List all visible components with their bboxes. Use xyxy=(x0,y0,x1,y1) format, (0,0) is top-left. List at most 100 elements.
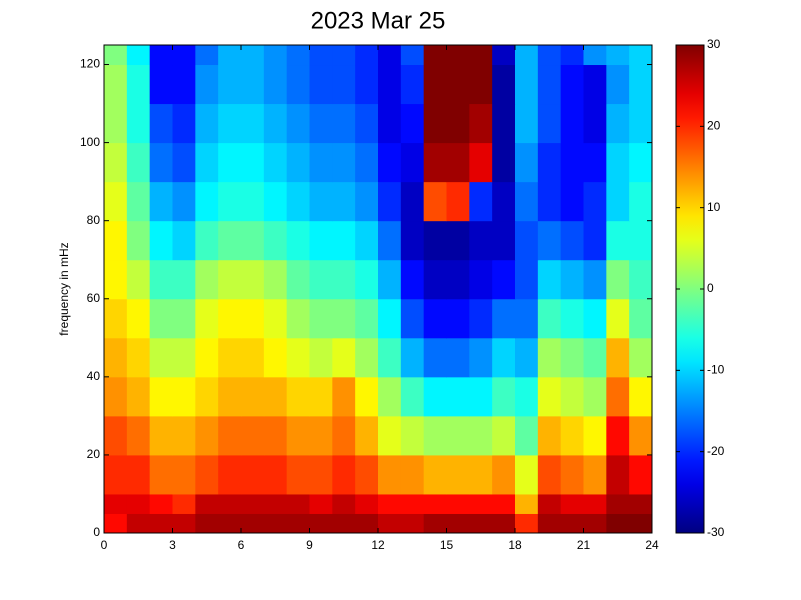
heatmap-cell xyxy=(400,142,425,183)
heatmap-cell xyxy=(286,376,310,417)
heatmap-cell xyxy=(172,376,196,417)
heatmap-cell xyxy=(332,337,356,378)
heatmap-cell xyxy=(263,64,288,105)
y-tick-label: 80 xyxy=(87,213,101,227)
heatmap-cell xyxy=(378,45,402,66)
heatmap-cell xyxy=(560,513,584,534)
heatmap-cell xyxy=(355,220,379,261)
heatmap-cell xyxy=(492,220,516,261)
heatmap-cell xyxy=(560,220,584,261)
heatmap-cell xyxy=(104,45,128,66)
heatmap-cell xyxy=(126,45,151,66)
heatmap-cell xyxy=(218,337,242,378)
heatmap-cell xyxy=(241,220,265,261)
heatmap-cell xyxy=(537,142,562,183)
heatmap-cell xyxy=(286,142,310,183)
heatmap-cell xyxy=(469,415,493,456)
heatmap-cell xyxy=(218,259,242,300)
heatmap-cell xyxy=(606,513,630,534)
heatmap-cell xyxy=(606,298,630,339)
heatmap-cell xyxy=(195,103,219,144)
heatmap-cell xyxy=(241,259,265,300)
heatmap-cell xyxy=(263,454,288,495)
heatmap-cell xyxy=(149,454,173,495)
heatmap-cell xyxy=(400,454,425,495)
x-tick-label: 15 xyxy=(440,538,454,552)
heatmap-cell xyxy=(149,181,173,222)
heatmap-cell xyxy=(583,454,607,495)
colorbar-tick-label: 10 xyxy=(707,200,721,214)
heatmap-cell xyxy=(172,220,196,261)
heatmap-cell xyxy=(195,259,219,300)
heatmap-cell xyxy=(104,220,128,261)
heatmap-cell xyxy=(218,181,242,222)
heatmap-cell xyxy=(332,142,356,183)
heatmap-cell xyxy=(355,64,379,105)
heatmap-cell xyxy=(400,220,425,261)
heatmap-cell xyxy=(515,220,539,261)
heatmap-cell xyxy=(583,376,607,417)
heatmap-cell xyxy=(629,415,653,456)
heatmap-cell xyxy=(515,376,539,417)
heatmap-cell xyxy=(195,298,219,339)
heatmap-cell xyxy=(355,376,379,417)
heatmap-cell xyxy=(263,415,288,456)
heatmap-cell xyxy=(378,142,402,183)
heatmap-cell xyxy=(195,45,219,66)
heatmap-cell xyxy=(629,513,653,534)
heatmap-cell xyxy=(560,337,584,378)
colorbar-tick-label: -20 xyxy=(707,444,725,458)
heatmap-cell xyxy=(469,64,493,105)
heatmap-cell xyxy=(560,103,584,144)
heatmap-cell xyxy=(355,259,379,300)
heatmap-cell xyxy=(537,103,562,144)
heatmap-cell xyxy=(583,513,607,534)
heatmap-cell xyxy=(195,220,219,261)
heatmap-cell xyxy=(241,103,265,144)
heatmap-cell xyxy=(332,298,356,339)
heatmap-cell xyxy=(423,376,447,417)
heatmap-cell xyxy=(423,103,447,144)
heatmap-cell xyxy=(126,142,151,183)
heatmap-cell xyxy=(172,298,196,339)
heatmap-cell xyxy=(355,513,379,534)
heatmap-cell xyxy=(263,142,288,183)
heatmap-cell xyxy=(469,181,493,222)
heatmap-cell xyxy=(446,142,470,183)
heatmap-cell xyxy=(469,259,493,300)
x-tick-label: 9 xyxy=(306,538,313,552)
heatmap-cell xyxy=(583,103,607,144)
heatmap-cell xyxy=(492,376,516,417)
heatmap-cell xyxy=(606,103,630,144)
heatmap-cell xyxy=(606,454,630,495)
heatmap-cell xyxy=(469,298,493,339)
colorbar-tick-label: 0 xyxy=(707,281,714,295)
heatmap-cell xyxy=(309,45,333,66)
heatmap-cell xyxy=(629,376,653,417)
heatmap-cell xyxy=(492,103,516,144)
heatmap-cell xyxy=(583,415,607,456)
heatmap-cell xyxy=(537,454,562,495)
heatmap-cell xyxy=(286,181,310,222)
heatmap-cell xyxy=(263,45,288,66)
heatmap-cell xyxy=(195,376,219,417)
heatmap-cell xyxy=(400,376,425,417)
heatmap-cell xyxy=(286,220,310,261)
heatmap-cell xyxy=(172,513,196,534)
heatmap-cell xyxy=(606,64,630,105)
heatmap-cell xyxy=(446,337,470,378)
heatmap-cell xyxy=(332,259,356,300)
heatmap-cell xyxy=(241,376,265,417)
heatmap-cell xyxy=(515,103,539,144)
heatmap-cell xyxy=(309,513,333,534)
heatmap-cell xyxy=(492,337,516,378)
heatmap-cell xyxy=(515,45,539,66)
heatmap-cell xyxy=(515,259,539,300)
heatmap-cell xyxy=(149,259,173,300)
heatmap-cell xyxy=(560,454,584,495)
y-tick-label: 120 xyxy=(80,57,100,71)
heatmap-cell xyxy=(583,337,607,378)
colorbar-tick-label: 30 xyxy=(707,37,721,51)
heatmap-cell xyxy=(149,64,173,105)
